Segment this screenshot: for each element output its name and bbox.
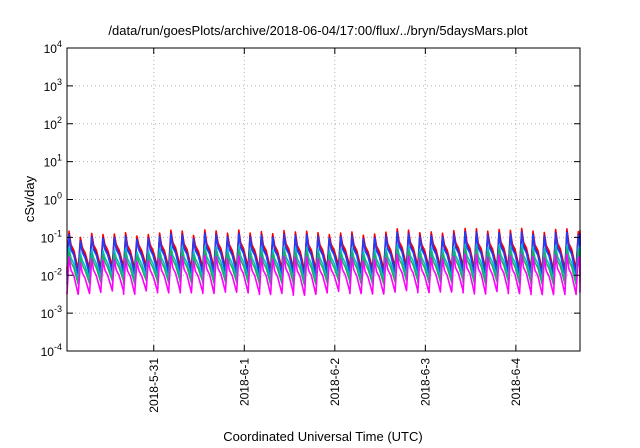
x-axis: 2018-5-31 2018-6-1 2018-6-2 2018-6-3 2018-6-…: [147, 48, 523, 413]
y-tick-label: 102: [44, 115, 62, 132]
series-layer: [66, 227, 581, 296]
x-tick-label: 2018-6-1: [237, 358, 251, 406]
y-tick-label: 103: [44, 77, 62, 94]
y-axis-title: cSv/day: [22, 175, 37, 222]
grid-lines: [67, 48, 580, 351]
x-tick-label: 2018-6-2: [328, 358, 342, 406]
y-tick-label: 10-2: [41, 266, 62, 283]
x-tick-label: 2018-6-4: [509, 358, 523, 406]
y-tick-label: 10-3: [41, 304, 62, 321]
x-tick-label: 2018-5-31: [147, 358, 161, 413]
x-axis-title: Coordinated Universal Time (UTC): [223, 429, 422, 444]
y-axis: 10-4 10-3 10-2 10-1 100 101 102 103 104: [41, 39, 580, 359]
y-tick-label: 10-4: [41, 342, 62, 359]
y-tick-label: 10-1: [41, 228, 62, 245]
x-tick-label: 2018-6-3: [418, 358, 432, 406]
chart-title: /data/run/goesPlots/archive/2018-06-04/1…: [108, 23, 528, 38]
series-line-6: [66, 253, 581, 296]
y-tick-label: 104: [44, 39, 62, 56]
y-tick-label: 101: [44, 153, 62, 170]
y-tick-label: 100: [44, 191, 62, 208]
